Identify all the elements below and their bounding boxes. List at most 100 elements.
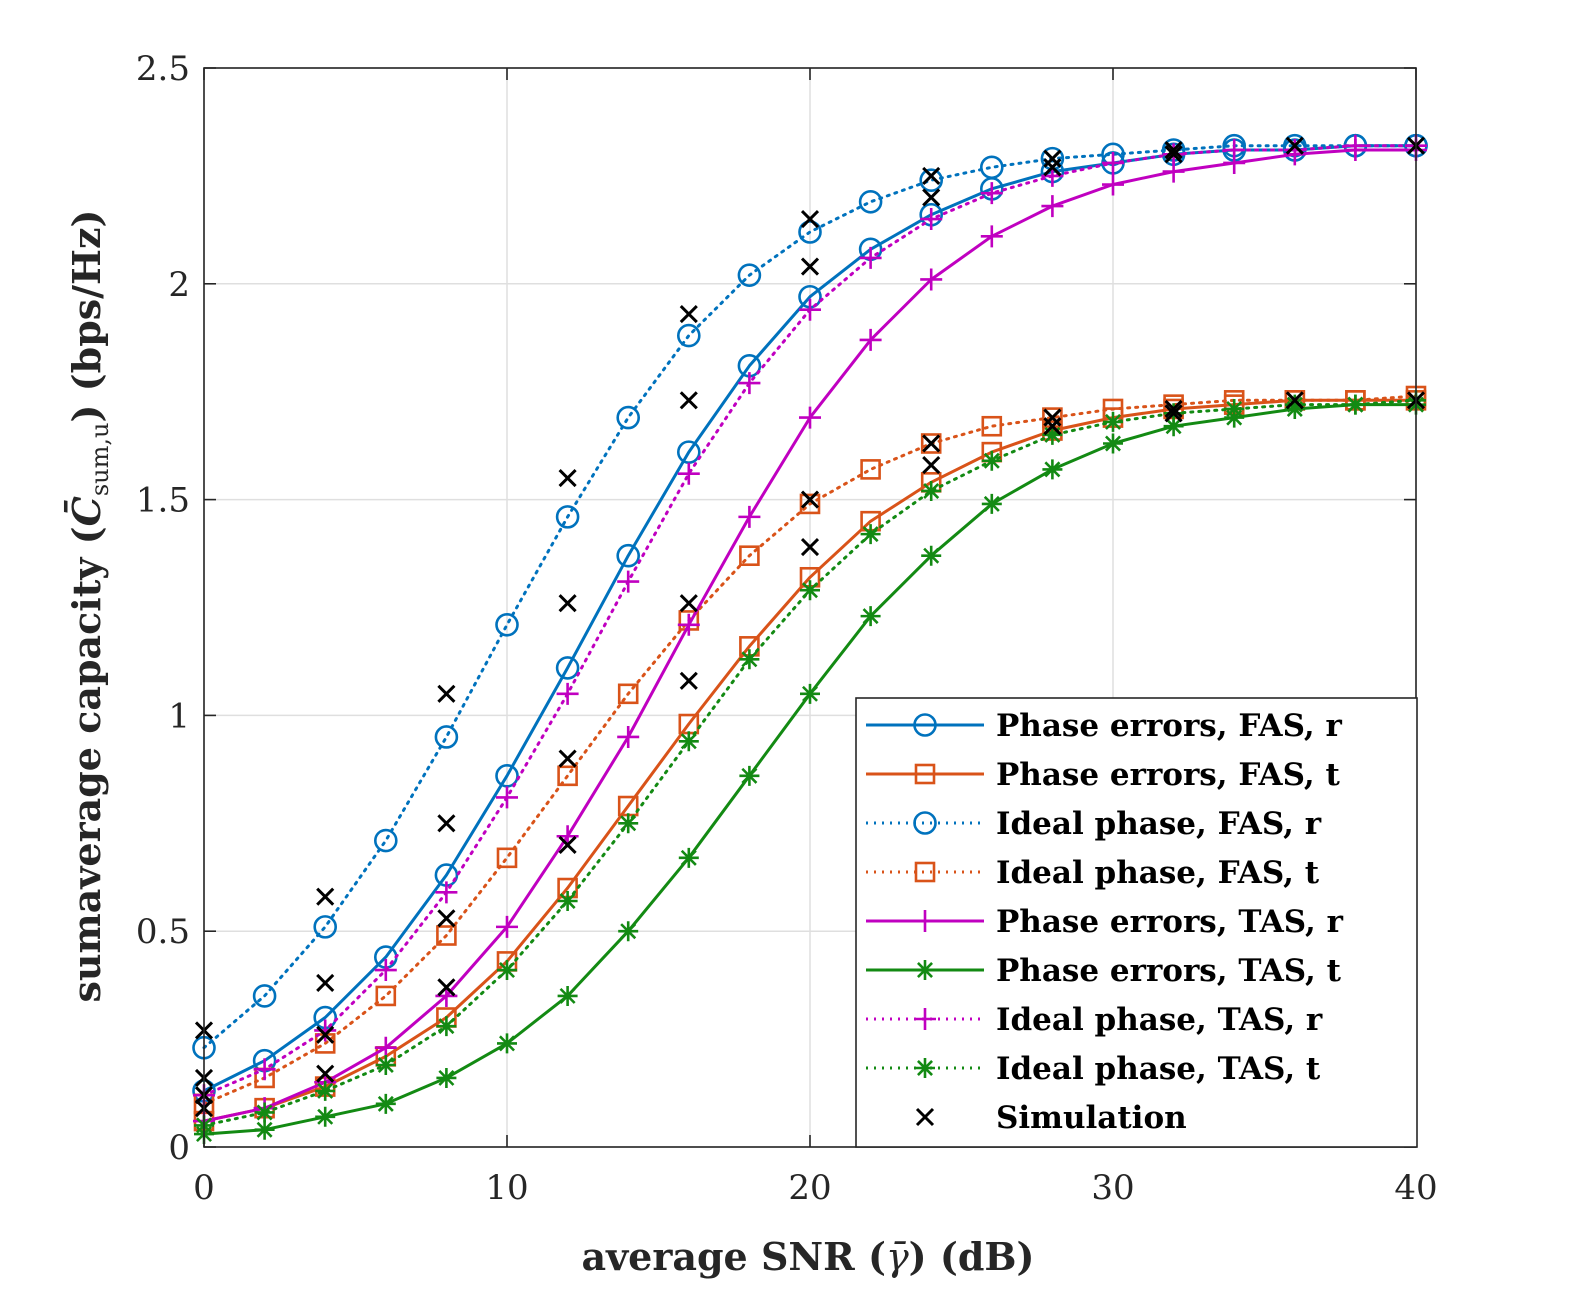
series-ideal-phase-tas-t-point bbox=[981, 450, 1002, 471]
series-ideal-phase-fas-t-point bbox=[920, 433, 942, 454]
series-phase-errors-fas-r-point bbox=[555, 656, 580, 680]
series-ideal-phase-fas-t-point bbox=[860, 459, 881, 480]
series-ideal-phase-fas-t-point bbox=[739, 545, 760, 567]
y-tick-label: 1.5 bbox=[136, 481, 190, 521]
simulation-point bbox=[679, 671, 698, 690]
y-axis-subscript: sum,u bbox=[86, 423, 114, 497]
series-ideal-phase-tas-r-point bbox=[556, 682, 579, 705]
legend-item-ideal-phase-fas-t-marker bbox=[914, 861, 936, 883]
series-phase-errors-tas-r-point bbox=[677, 613, 700, 636]
series-ideal-phase-tas-r-point bbox=[859, 246, 882, 269]
series-ideal-phase-tas-t-point bbox=[497, 960, 517, 981]
simulation-point bbox=[1043, 158, 1062, 177]
series-ideal-phase-tas-t-point bbox=[860, 524, 881, 545]
simulation-point bbox=[800, 490, 820, 509]
legend-item-phase-errors-fas-t-label: Phase errors, FAS, t bbox=[996, 757, 1340, 793]
legend-item-phase-errors-tas-r-label: Phase errors, TAS, r bbox=[996, 904, 1344, 940]
series-phase-errors-fas-t-line bbox=[202, 398, 1418, 1123]
series-ideal-phase-tas-t-point bbox=[375, 1055, 396, 1075]
series-ideal-phase-fas-t-point bbox=[436, 925, 457, 946]
legend-item-phase-errors-tas-t-marker bbox=[915, 960, 935, 980]
series-ideal-phase-fas-r-point bbox=[919, 168, 944, 193]
series-phase-errors-fas-r-point bbox=[616, 543, 641, 568]
legend-item-simulation: Simulation bbox=[915, 1100, 1187, 1136]
y-tick-label: 2 bbox=[168, 265, 190, 305]
series-ideal-phase-tas-r bbox=[193, 134, 1427, 1107]
simulation-point bbox=[1043, 417, 1062, 436]
simulation-point bbox=[316, 1064, 335, 1083]
simulation-point bbox=[316, 1025, 335, 1044]
series-ideal-phase-tas-t-point bbox=[678, 731, 699, 752]
series-ideal-phase-fas-r-point bbox=[434, 725, 459, 749]
simulation-point bbox=[558, 835, 577, 854]
legend-item-phase-errors-fas-r: Phase errors, FAS, r bbox=[866, 708, 1342, 744]
legend-item-ideal-phase-tas-r-marker bbox=[914, 1008, 936, 1030]
series-ideal-phase-tas-t-point bbox=[1284, 394, 1305, 415]
series-phase-errors-tas-r-point bbox=[738, 505, 761, 528]
y-tick-label: 0.5 bbox=[136, 912, 190, 952]
legend-item-ideal-phase-tas-r-label: Ideal phase, TAS, r bbox=[996, 1002, 1323, 1038]
series-ideal-phase-tas-t-point bbox=[1103, 411, 1123, 432]
legend: Phase errors, FAS, r Phase errors, FAS, t… bbox=[855, 697, 1418, 1148]
y-tick-labels: 0 0.5 1 1.5 2 2.5 bbox=[136, 49, 190, 1168]
series-phase-errors-tas-r-point bbox=[496, 915, 518, 938]
simulation-point bbox=[800, 257, 820, 276]
series-ideal-phase-tas-t-point bbox=[1224, 398, 1245, 419]
series-ideal-phase-fas-t-point bbox=[375, 985, 397, 1007]
series-ideal-phase-tas-r-point bbox=[314, 1019, 337, 1042]
series-ideal-phase-tas-r-point bbox=[799, 298, 821, 321]
series-phase-errors-tas-t-point bbox=[678, 847, 699, 868]
series-phase-errors-tas-r-point bbox=[980, 225, 1003, 248]
legend-item-phase-errors-fas-t: Phase errors, FAS, t bbox=[866, 757, 1340, 793]
series-ideal-phase-fas-r-point bbox=[555, 505, 580, 529]
series-phase-errors-tas-t-point bbox=[618, 921, 639, 942]
series-phase-errors-tas-t-point bbox=[981, 493, 1002, 514]
simulation-point bbox=[922, 434, 941, 453]
legend-item-phase-errors-tas-t-label: Phase errors, TAS, t bbox=[996, 953, 1342, 989]
series-phase-errors-fas-r-line bbox=[202, 144, 1418, 1093]
simulation-point bbox=[1164, 404, 1183, 423]
y-tick-label: 0 bbox=[168, 1128, 190, 1168]
series-phase-errors-tas-t-point bbox=[557, 985, 578, 1006]
series-phase-errors-tas-t-point bbox=[315, 1106, 336, 1127]
series-ideal-phase-fas-t-point bbox=[557, 765, 578, 787]
series-ideal-phase-fas-r-point bbox=[737, 263, 762, 287]
series-ideal-phase-tas-r-point bbox=[1223, 139, 1246, 162]
series-ideal-phase-tas-r-point bbox=[920, 208, 943, 231]
series-ideal-phase-fas-r-point bbox=[495, 612, 519, 637]
series-phase-errors-tas-t-point bbox=[1103, 433, 1123, 454]
series-ideal-phase-fas-t-point bbox=[617, 683, 639, 705]
series-ideal-phase-fas-r-point bbox=[313, 915, 338, 939]
legend-item-ideal-phase-tas-t-label: Ideal phase, TAS, t bbox=[996, 1051, 1321, 1087]
simulation-point bbox=[558, 468, 577, 488]
simulation-point bbox=[1164, 399, 1183, 419]
series-ideal-phase-tas-t-point bbox=[254, 1102, 275, 1123]
series-phase-errors-tas-r-point bbox=[920, 268, 943, 291]
series-ideal-phase-fas-r-point bbox=[252, 984, 277, 1008]
simulation-point bbox=[800, 538, 820, 557]
y-axis-label: sumaverage capacity (C̄sum,u) (bps/Hz) bbox=[64, 209, 114, 1002]
series-ideal-phase-tas-t-point bbox=[739, 649, 760, 670]
simulation-point bbox=[437, 978, 456, 997]
legend-item-simulation-marker bbox=[915, 1107, 935, 1127]
legend-item-ideal-phase-fas-r: Ideal phase, FAS, r bbox=[866, 806, 1322, 842]
x-tick-label: 0 bbox=[193, 1168, 215, 1208]
simulation-point bbox=[437, 814, 456, 833]
simulation-point bbox=[922, 456, 941, 475]
simulation-point bbox=[558, 749, 577, 768]
series-ideal-phase-tas-t-point bbox=[800, 580, 820, 601]
series-phase-errors-tas-t-point bbox=[1042, 459, 1063, 480]
x-tick-label: 10 bbox=[485, 1168, 528, 1208]
series-phase-errors-tas-t-point bbox=[375, 1093, 396, 1114]
y-tick-label: 2.5 bbox=[136, 49, 190, 89]
series-ideal-phase-tas-t-point bbox=[436, 1016, 457, 1037]
series-ideal-phase-fas-r-point bbox=[858, 189, 883, 214]
series-ideal-phase-fas-r-point bbox=[798, 220, 822, 244]
simulation-point bbox=[1164, 145, 1183, 164]
simulation-point bbox=[679, 391, 698, 410]
series-ideal-phase-tas-t-point bbox=[1042, 424, 1063, 445]
series-phase-errors-tas-t-point bbox=[860, 606, 881, 627]
series-ideal-phase-tas-r-point bbox=[1344, 134, 1367, 157]
series-ideal-phase-fas-t-point bbox=[496, 847, 518, 869]
series-ideal-phase-tas-t-point bbox=[618, 813, 639, 834]
